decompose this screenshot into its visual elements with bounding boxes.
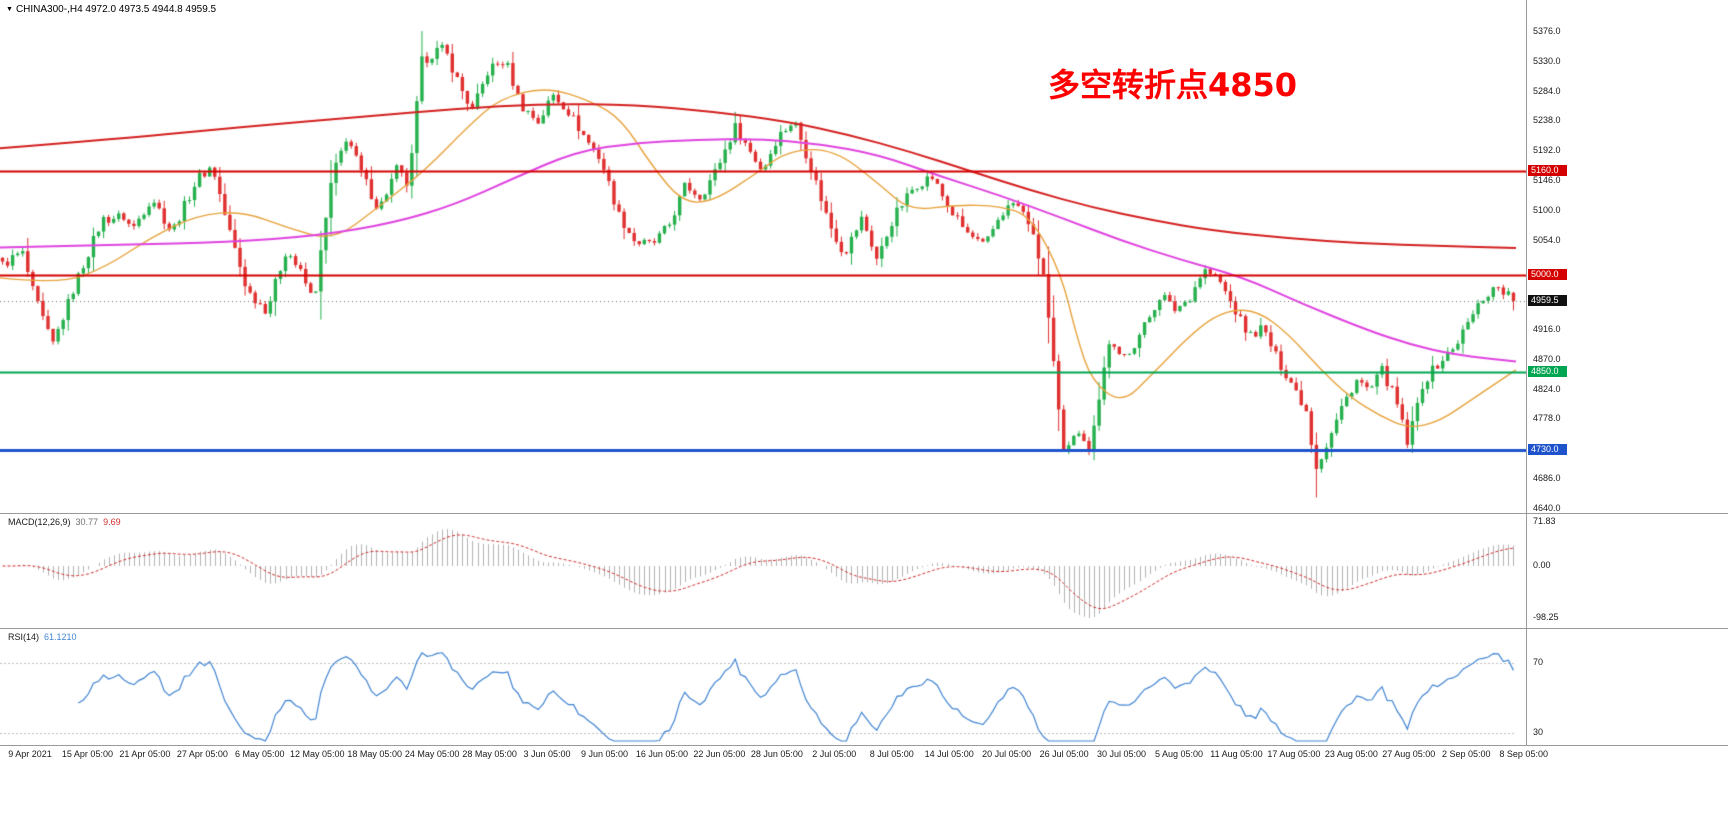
symbol-dropdown-icon[interactable]: ▼ <box>6 6 13 13</box>
time-axis-label: 2 Jul 05:00 <box>812 749 857 759</box>
rsi-axis-lower: 30 <box>1533 727 1544 737</box>
time-axis-label: 28 Jun 05:00 <box>750 749 803 759</box>
chart-text-annotation: 多空转折点4850 <box>1048 66 1298 104</box>
price-axis-label: 5330.0 <box>1533 55 1561 66</box>
time-axis[interactable]: 9 Apr 2021 15 Apr 05:00 21 Apr 05:00 27 Apr… <box>0 746 1728 837</box>
time-axis-label: 3 Jun 05:00 <box>523 749 571 759</box>
panel-separator[interactable] <box>0 628 1728 629</box>
price-axis-label: 5054.0 <box>1533 234 1561 245</box>
macd-panel[interactable]: MACD(12,26,9) 30.77 9.69 <box>0 514 1526 628</box>
time-axis-label: 27 Apr 05:00 <box>176 749 228 759</box>
price-axis-label: 5284.0 <box>1533 85 1561 96</box>
time-axis-label: 20 Jul 05:00 <box>982 749 1032 759</box>
time-axis-label: 30 Jul 05:00 <box>1097 749 1147 759</box>
price-tag-4850.0: 4850.0 <box>1528 365 1567 377</box>
time-axis-label: 27 Aug 05:00 <box>1382 749 1436 759</box>
price-axis-label: 4824.0 <box>1533 383 1561 394</box>
rsi-panel[interactable]: RSI(14) 61.1210 <box>0 629 1526 745</box>
time-axis-label: 9 Apr 2021 <box>8 749 52 759</box>
time-axis-label: 17 Aug 05:00 <box>1267 749 1321 759</box>
rsi-axis-upper: 70 <box>1533 657 1544 667</box>
time-axis-label: 9 Jun 05:00 <box>580 749 629 759</box>
time-axis-label: 14 Jul 05:00 <box>924 749 974 759</box>
price-tag-4730.0: 4730.0 <box>1528 443 1567 455</box>
macd-indicator-label: MACD(12,26,9) 30.77 9.69 <box>8 517 121 527</box>
time-axis-label: 22 Jun 05:00 <box>693 749 746 759</box>
price-axis-label: 4686.0 <box>1533 473 1561 484</box>
time-axis-label: 5 Aug 05:00 <box>1154 749 1204 759</box>
macd-name: MACD(12,26,9) <box>8 517 71 527</box>
price-axis-label: 4916.0 <box>1533 324 1561 335</box>
macd-value-signal: 9.69 <box>103 517 121 527</box>
rsi-value: 61.1210 <box>44 632 77 642</box>
macd-axis: 71.83 0.00 -98.25 <box>1527 514 1727 628</box>
price-axis-label: 5100.0 <box>1533 204 1561 215</box>
price-axis[interactable]: 5376.0 5330.0 5284.0 5238.0 5192.0 5146.0 5100… <box>1527 0 1727 513</box>
symbol-name: CHINA300-,H4 <box>15 4 83 15</box>
panel-separator[interactable] <box>0 513 1728 514</box>
time-axis-label: 18 May 05:00 <box>347 749 402 759</box>
time-axis-label: 21 Apr 05:00 <box>119 749 171 759</box>
macd-axis-max: 71.83 <box>1533 516 1556 526</box>
macd-value-main: 30.77 <box>75 517 99 527</box>
time-axis-label: 24 May 05:00 <box>404 749 460 759</box>
rsi-chart-canvas[interactable] <box>0 629 1526 745</box>
price-tag-5000.0: 5000.0 <box>1528 268 1567 280</box>
price-axis-label: 5376.0 <box>1533 26 1561 37</box>
macd-axis-zero: 0.00 <box>1533 560 1551 570</box>
time-axis-separator <box>0 745 1728 746</box>
macd-axis-min: -98.25 <box>1533 612 1559 622</box>
time-axis-label: 8 Jul 05:00 <box>869 749 914 759</box>
time-axis-label: 2 Sep 05:00 <box>1441 749 1491 759</box>
macd-chart-canvas[interactable] <box>0 514 1526 628</box>
price-tag-5160.0: 5160.0 <box>1528 165 1567 176</box>
price-axis-label: 5238.0 <box>1533 115 1561 126</box>
time-axis-label: 11 Aug 05:00 <box>1210 749 1263 759</box>
time-axis-label: 26 Jul 05:00 <box>1039 749 1089 759</box>
symbol-info: ▼ CHINA300-,H4 4972.0 4973.5 4944.8 4959.… <box>6 4 216 15</box>
time-axis-label: 28 May 05:00 <box>462 749 517 759</box>
main-chart-panel[interactable]: ▼ CHINA300-,H4 4972.0 4973.5 4944.8 4959.… <box>0 0 1526 513</box>
time-axis-label: 16 Jun 05:00 <box>635 749 688 759</box>
time-axis-label: 12 May 05:00 <box>289 749 345 759</box>
candlestick-chart-canvas[interactable] <box>0 0 1526 513</box>
rsi-axis: 70 30 <box>1527 629 1727 745</box>
price-axis-label: 5192.0 <box>1533 145 1561 156</box>
price-axis-label: 4870.0 <box>1533 353 1561 364</box>
price-axis-label: 5146.0 <box>1533 175 1561 186</box>
price-axis-separator <box>1526 0 1527 745</box>
time-axis-label: 23 Aug 05:00 <box>1324 749 1378 759</box>
price-axis-label: 4640.0 <box>1533 502 1561 513</box>
time-axis-label: 15 Apr 05:00 <box>61 749 113 759</box>
price-tag-4959.5: 4959.5 <box>1528 294 1567 306</box>
symbol-ohlc-values: 4972.0 4973.5 4944.8 4959.5 <box>85 4 217 15</box>
rsi-indicator-label: RSI(14) 61.1210 <box>8 632 77 642</box>
time-axis-label: 6 May 05:00 <box>235 749 285 759</box>
time-axis-label: 8 Sep 05:00 <box>1499 749 1548 759</box>
rsi-name: RSI(14) <box>8 632 40 642</box>
price-axis-label: 4778.0 <box>1533 413 1561 424</box>
